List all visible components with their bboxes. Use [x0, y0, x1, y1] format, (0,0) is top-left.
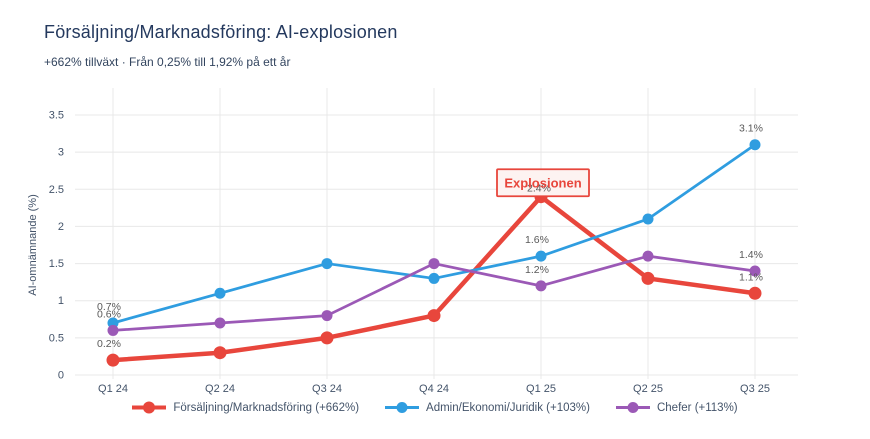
y-tick-label: 1.5 [49, 258, 64, 270]
point-label: 1.2% [525, 264, 549, 276]
hidden-point-label: 2.4% [527, 183, 551, 195]
x-axis-tick-label: Q2 24 [205, 383, 235, 395]
data-point-marker [427, 309, 441, 323]
data-point-marker [535, 250, 547, 262]
data-point-marker [748, 286, 762, 300]
point-label: 1.4% [739, 249, 763, 261]
point-label: 1.1% [739, 271, 763, 283]
data-point-marker [749, 265, 761, 277]
data-point-marker [641, 271, 655, 285]
data-point-marker [214, 287, 226, 299]
data-point-marker [642, 213, 654, 225]
annotation-label: Explosionen [504, 176, 581, 191]
legend-item: Försäljning/Marknadsföring (+662%) [132, 401, 359, 414]
data-point-marker [213, 346, 227, 360]
x-axis-tick-label: Q3 25 [740, 383, 770, 395]
y-tick-label: 2 [58, 221, 64, 233]
x-axis-tick-label: Q4 24 [419, 383, 449, 395]
data-point-marker [642, 250, 654, 262]
data-point-marker [749, 139, 761, 151]
data-point-marker [214, 317, 226, 329]
x-axis-tick-label: Q1 25 [526, 383, 556, 395]
legend-item: Chefer (+113%) [615, 401, 738, 414]
point-label: 0.6% [97, 308, 121, 320]
legend-marker-icon [615, 402, 650, 413]
point-label: 3.1% [739, 123, 763, 135]
data-point-marker [106, 353, 120, 367]
data-point-marker [320, 331, 334, 345]
data-point-marker [321, 310, 333, 322]
line-chart-plot: 0 0.5 1 1.5 2 2.5 3 3.5 Q1 24 Q2 24 Q3 24 Q4 24 Q1 2… [27, 88, 798, 395]
y-tick-label: 3 [58, 147, 64, 159]
data-point-marker [107, 324, 119, 336]
legend-item: Admin/Ekonomi/Juridik (+103%) [385, 401, 590, 414]
legend-marker-icon [132, 401, 167, 414]
y-tick-label: 1 [58, 295, 64, 307]
data-point-marker [428, 272, 440, 284]
point-label: 0.7% [97, 301, 121, 313]
y-tick-label: 0.5 [49, 332, 64, 344]
legend-item-label: Försäljning/Marknadsföring (+662%) [173, 401, 360, 414]
point-label: 1.6% [525, 234, 549, 246]
legend-item-label: Admin/Ekonomi/Juridik (+103%) [426, 401, 590, 414]
y-axis-title: AI-omnämnande (%) [27, 194, 39, 296]
data-point-marker [535, 280, 547, 292]
point-label: 0.2% [97, 338, 121, 350]
legend-marker-icon [385, 402, 420, 413]
y-tick-label: 2.5 [49, 184, 64, 196]
x-axis-tick-label: Q1 24 [98, 383, 128, 395]
x-axis-tick-label: Q2 25 [633, 383, 663, 395]
legend-item-label: Chefer (+113%) [656, 401, 738, 414]
annotation-box [496, 168, 590, 198]
chart-subtitle: +662% tillväxt · Från 0,25% till 1,92% p… [44, 55, 291, 69]
y-tick-label: 0 [58, 370, 64, 382]
data-point-marker [428, 258, 440, 270]
data-point-marker [321, 258, 333, 270]
chart-legend: Försäljning/Marknadsföring (+662%) Admin/… [0, 401, 870, 414]
x-axis-tick-label: Q3 24 [312, 383, 342, 395]
y-tick-label: 3.5 [49, 110, 64, 122]
page-title: Försäljning/Marknadsföring: AI-explosion… [44, 22, 398, 42]
